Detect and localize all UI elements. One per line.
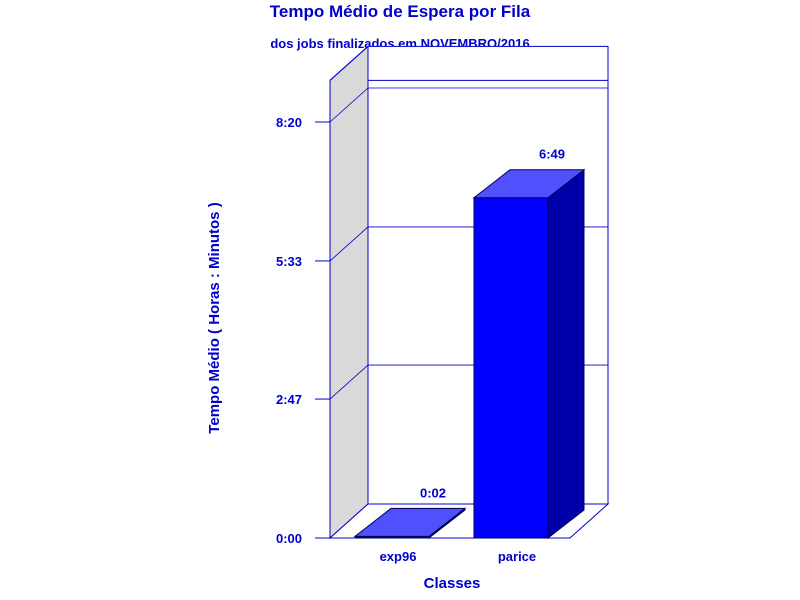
category-label: parice bbox=[498, 549, 536, 564]
gridline bbox=[329, 87, 608, 123]
bar-top bbox=[353, 507, 467, 537]
bar-side bbox=[547, 168, 585, 540]
bar-top bbox=[472, 169, 586, 199]
y-axis-label: Tempo Médio ( Horas : Minutos ) bbox=[206, 202, 223, 433]
bar-front bbox=[473, 197, 549, 539]
bar-parice bbox=[472, 168, 586, 540]
x-axis-label: Classes bbox=[424, 575, 481, 592]
left-wall bbox=[329, 45, 369, 540]
category-label: exp96 bbox=[380, 549, 417, 564]
value-label: 0:02 bbox=[420, 485, 446, 500]
frame-top-edge bbox=[329, 46, 369, 81]
bar-exp96 bbox=[353, 507, 467, 540]
y-tick-label: 2:47 bbox=[276, 392, 302, 407]
y-tick-label: 0:00 bbox=[276, 531, 302, 546]
chart-title: Tempo Médio de Espera por Fila bbox=[270, 2, 531, 21]
y-tick-label: 8:20 bbox=[276, 115, 302, 130]
bars bbox=[353, 168, 586, 540]
y-tick-label: 5:33 bbox=[276, 254, 302, 269]
y-axis-ticks: 0:00 2:47 5:33 8:20 bbox=[276, 80, 331, 546]
value-label: 6:49 bbox=[539, 147, 565, 162]
labels: 0:02 exp96 6:49 parice bbox=[380, 147, 565, 564]
